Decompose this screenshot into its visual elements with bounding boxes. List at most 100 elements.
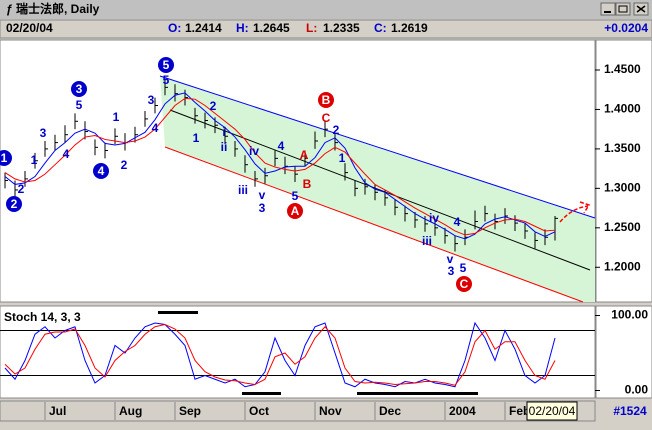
wave-label: 3 [40,126,47,140]
x-axis [0,400,596,422]
wave-label: iv [249,144,259,158]
x-tick-label: Oct [249,404,269,418]
wave-label: iv [429,211,439,225]
wave-label: B [303,177,312,191]
wave-label: 3 [448,264,455,278]
wave-label: 1 [31,153,38,167]
field-value: 1.2335 [323,21,360,35]
bar-count: #1524 [613,404,647,418]
wave-circle [456,276,472,292]
icon [618,5,628,13]
stoch-line [4,321,556,388]
wave-label: A [291,204,300,218]
minimize-button[interactable] [600,2,616,16]
wave-label: A [300,148,309,162]
field-label: H: [236,21,249,35]
wave-label: 5 [163,58,170,72]
channel-middle [169,109,591,271]
moving-average [4,97,556,236]
wave-label: 5 [292,189,299,203]
wave-label: 1 [193,131,200,145]
wave-circle [318,92,334,108]
field-value: 1.2645 [253,21,290,35]
wave-label: v [259,188,266,202]
stoch-title: Stoch 14, 3, 3 [4,310,81,324]
x-tick-label: Feb [509,404,530,418]
y-tick-label: 1.4500 [604,62,641,76]
wave-label: 4 [98,164,105,178]
stoch-line [4,323,556,386]
wave-label: 1 [339,151,346,165]
field-label: O: [168,21,181,35]
y-tick-label: 0.00 [625,383,649,397]
price-axis [595,39,652,303]
wave-circle [6,196,22,212]
wave-circle [0,150,12,166]
wave-label: 5 [163,73,170,87]
y-tick-label: 1.3000 [604,181,641,195]
x-tick-label: 2004 [449,404,476,418]
wave-label: iii [238,183,248,197]
icon [636,5,646,13]
wave-label: 3 [148,93,155,107]
wave-label: 4 [63,147,70,161]
y-tick-label: 1.3500 [604,141,641,155]
marker [242,392,281,395]
wave-circle [158,57,174,73]
wave-label: 5 [76,98,83,112]
wave-label: C [322,111,331,125]
wave-label: 2 [18,182,25,196]
current-date: 02/20/04 [6,21,53,35]
marker [158,311,198,314]
x-tick-label: Aug [119,404,142,418]
wave-label: 4 [152,121,159,135]
y-tick-label: 1.2000 [604,259,641,273]
projection-arrow [559,201,591,223]
y-tick-label: 100.00 [611,308,648,322]
wave-label: 1 [113,110,120,124]
y-tick-label: 1.4000 [604,102,641,116]
window-icon: ƒ [6,2,13,16]
wave-label: 2 [210,99,217,113]
stoch-panel [0,305,596,399]
window-buttons[interactable] [600,2,649,16]
wave-circle [93,163,109,179]
wave-label: iii [422,234,432,248]
wave-circle [287,203,303,219]
wave-label: 5 [460,261,467,275]
y-tick-label: 1.2500 [604,220,641,234]
x-tick-label: Jul [49,404,66,418]
wave-label: 1 [1,151,8,165]
wave-label: 3 [259,201,266,215]
stoch-axis [595,305,652,399]
wave-label: 2 [11,197,18,211]
wave-label: 2 [333,123,340,137]
wave-label: C [460,277,469,291]
wave-label: 4 [278,139,285,153]
date-box[interactable] [526,401,578,421]
wave-label: ii [221,140,228,154]
info-bar [0,19,652,39]
x-tick-label: Sep [179,404,201,418]
field-value: 1.2619 [391,21,428,35]
channel-lower [164,146,584,303]
field-value: 1.2414 [185,21,222,35]
wave-label: 2 [121,158,128,172]
x-tick-label: Dec [379,404,401,418]
change-value: +0.0204 [604,21,648,35]
field-label: L: [306,21,317,35]
channel-upper [159,75,596,219]
maximize-button[interactable] [615,2,631,16]
x-tick-label: Nov [319,404,342,418]
window-title: 瑞士法郎, Daily [16,1,100,16]
wave-label: 3 [76,82,83,96]
field-label: C: [374,21,387,35]
wave-label: B [322,93,331,107]
wave-label: i [222,125,225,139]
moving-average [4,92,556,240]
wave-label: 4 [454,215,461,229]
marker [357,392,478,395]
title-bar [0,0,652,19]
